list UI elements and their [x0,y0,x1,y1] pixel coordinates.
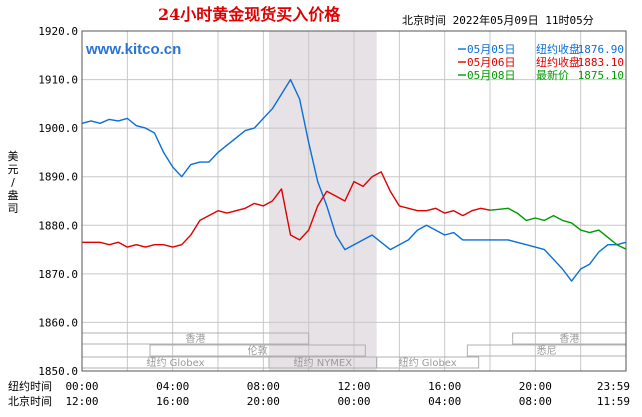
series-line-0 [81,78,627,282]
x-tick-label: 12:00 [337,380,370,393]
plot-border [81,30,627,372]
legend-label-1: 纽约收盘 [536,55,580,69]
session-label: 悉尼 [537,345,557,357]
legend-label-0: 纽约收盘 [536,42,580,56]
x-tick-label: 00:00 [65,380,98,393]
y-tick-label: 1900.0 [38,122,78,135]
y-tick-label: 1890.0 [38,171,78,184]
session-label: 纽约 NYMEX [294,356,353,369]
chart-title: 24小时黄金现货买入价格 [158,5,341,24]
x-axis-row-label: 纽约时间 [8,379,52,393]
session-label: 伦敦 [248,344,268,357]
x-tick-label: 00:00 [337,395,370,408]
x-tick-label: 16:00 [428,380,461,393]
y-tick-label: 1920.0 [38,25,78,38]
session-label: 纽约 Globex [399,356,457,369]
y-axis-label: 美元/盎司 [8,150,19,215]
legend-value-0: 1876.90 [578,43,624,56]
y-tick-label: 1910.0 [38,74,78,87]
x-tick-label: 11:59 [597,395,630,408]
series-line-1 [82,171,491,248]
y-label-char: 司 [8,202,19,215]
y-label-char: / [11,176,15,189]
x-tick-label: 20:00 [247,395,280,408]
timestamp-header: 北京时间 2022年05月09日 11时05分 [402,13,594,27]
y-tick-label: 1860.0 [38,316,78,329]
x-tick-label: 04:00 [428,395,461,408]
legend-value-2: 1875.10 [578,69,624,82]
y-tick-label: 1850.0 [38,365,78,378]
y-tick-label: 1870.0 [38,268,78,281]
y-label-char: 元 [8,163,19,176]
y-axis: 1920.0 1910.0 1900.0 1890.0 1880.0 1870.0 1860… [38,25,78,378]
x-axis-row-label: 北京时间 [8,394,52,408]
y-label-char: 美 [8,150,19,163]
x-tick-label: 04:00 [156,380,189,393]
y-label-char: 盎 [8,188,19,202]
legend-label-2: 最新价 [536,68,569,82]
x-tick-label: 20:00 [519,380,552,393]
price-lines [81,78,627,282]
y-tick-label: 1880.0 [38,219,78,232]
legend-value-1: 1883.10 [578,56,624,69]
nymex-session-shading [269,31,377,371]
session-box [149,344,366,357]
x-tick-label: 12:00 [65,395,98,408]
session-label: 香港 [185,333,205,345]
x-tick-label: 16:00 [156,395,189,408]
x-axis: 纽约时间 00:00 04:00 08:00 12:00 16:00 20:00 23:59 北… [8,379,630,408]
session-label: 香港 [559,333,579,345]
series-line-2 [489,207,627,250]
session-label: 纽约 Globex [146,356,204,369]
legend-entry-0: 05月05日 [467,43,516,56]
legend-entry-1: 05月06日 [467,56,516,69]
grid-lines [81,30,627,372]
session-box [376,356,480,369]
x-tick-label: 08:00 [247,380,280,393]
x-tick-label: 08:00 [519,395,552,408]
site-watermark: www.kitco.cn [85,41,181,58]
legend-entry-2: 05月08日 [467,69,516,82]
x-tick-label: 23:59 [597,380,630,393]
